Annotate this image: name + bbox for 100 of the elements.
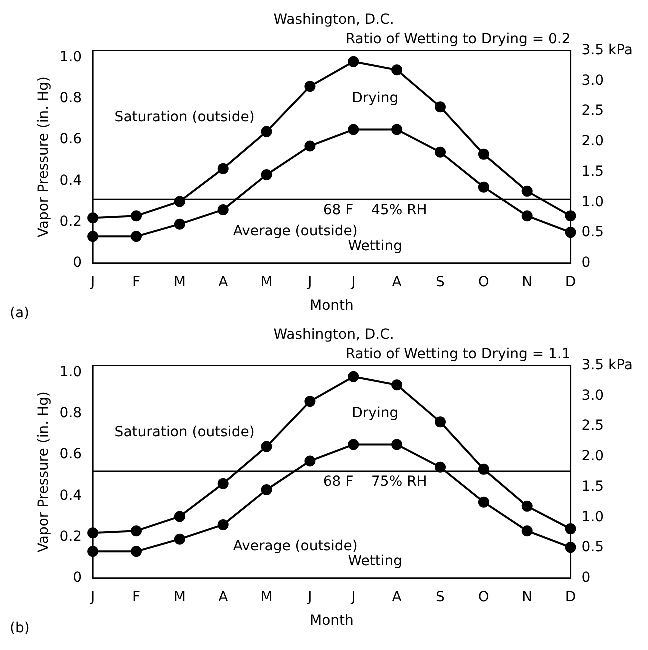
x-axis-title: Month [310,613,354,630]
point [522,186,533,197]
point [392,124,403,136]
point [261,441,272,452]
x-tick-label: J [350,589,356,606]
y2-tick-label: 3.0 [582,388,604,404]
x-tick-label: A [392,274,402,290]
ref-line-label: 68 F 45% RH [323,202,428,218]
y-tick-label: 0.8 [60,406,82,422]
annotation: Drying [352,90,399,107]
y-tick-label: 0.8 [60,90,82,107]
x-tick-label: M [174,274,186,290]
y2-tick-label: 1.5 [582,164,604,180]
point [304,456,316,467]
point [304,81,316,92]
point [392,439,403,450]
x-tick-label: S [436,274,446,290]
chart-title: Washington, D.C. [274,327,394,344]
x-tick-label: A [218,589,229,606]
x-tick-label: J [307,589,312,606]
x-tick-label: M [260,589,273,606]
y2-tick-label: 2.5 [582,418,604,434]
point [304,140,316,152]
x-tick-label: A [218,274,229,290]
y-tick-label: 0 [73,570,82,586]
series-label: Saturation (outside) [114,424,255,440]
y2-tick-label: 1.0 [582,509,604,526]
text: (b) [10,620,30,637]
y2-tick-label: 2.0 [582,134,604,150]
x-tick-label: D [565,274,576,290]
point [174,534,186,545]
y2-tick-label: 2.5 [582,103,604,120]
point [130,210,142,222]
y2-tick-label: 2.0 [582,448,604,465]
x-tick-label: M [174,589,186,606]
x-tick-label: S [436,589,446,606]
point [174,511,186,522]
point [130,231,142,242]
chart-title: Washington, D.C. [274,12,394,28]
point [348,371,360,382]
x-tick-label: J [90,589,96,606]
series-label: Average (outside) [233,538,358,555]
point [522,210,533,222]
y-tick-label: 0.6 [60,446,82,463]
ref-line-label: 68 F 75% RH [323,474,428,490]
y2-tick-label: 0 [582,570,591,586]
point [522,526,533,537]
x-tick-label: F [132,274,141,290]
y-tick-label: 0.4 [60,488,82,504]
y2-tick-label: 1.5 [582,478,604,495]
series-label: Average (outside) [233,224,358,240]
y2-tick-label: 3.5 kPa [582,42,634,58]
x-tick-label: N [522,589,533,606]
x-tick-label: M [260,274,273,290]
y2-tick-label: 0 [582,255,591,272]
y2-tick-label: 0.5 [582,224,604,241]
x-tick-label: J [350,274,356,290]
x-axis-title: Month [310,298,354,314]
y2-tick-label: 3.5 kPa [582,357,634,374]
x-tick-label: O [478,274,490,290]
point [522,500,533,512]
point [392,380,403,391]
text: Ratio of Wetting to Drying = 1.1 [346,346,571,362]
point [435,462,446,473]
y-tick-label: 0.6 [60,132,82,148]
y2-tick-label: 1.0 [582,194,604,210]
y-tick-label: 0 [73,255,82,272]
x-tick-label: F [132,589,141,606]
point [435,416,446,428]
text: Ratio of Wetting to Drying = 0.2 [346,31,571,48]
text: (a) [10,306,30,322]
x-tick-label: J [307,274,312,290]
point [218,478,229,490]
point [218,163,229,174]
y-tick-label: 0.2 [60,528,82,545]
point [261,126,272,138]
y2-tick-label: 3.0 [582,72,604,89]
point [348,56,360,68]
point [261,169,272,180]
y-axis-title: Vapor Pressure (in. Hg) [36,392,52,553]
point [130,546,142,558]
y-tick-label: 1.0 [60,49,82,66]
point [478,182,490,193]
point [218,204,229,216]
series-label: Saturation (outside) [114,109,255,126]
y-tick-label: 0.2 [60,214,82,230]
point [392,64,403,76]
x-tick-label: A [392,589,402,606]
x-tick-label: J [90,274,96,290]
point [348,439,360,450]
point [174,218,186,230]
point [435,146,446,158]
y-tick-label: 0.4 [60,172,82,189]
y2-tick-label: 0.5 [582,540,604,556]
point [478,496,490,508]
point [261,484,272,496]
y-axis-title: Vapor Pressure (in. Hg) [36,76,52,238]
annotation: Wetting [348,554,402,570]
point [435,102,446,113]
x-tick-label: D [565,589,576,606]
